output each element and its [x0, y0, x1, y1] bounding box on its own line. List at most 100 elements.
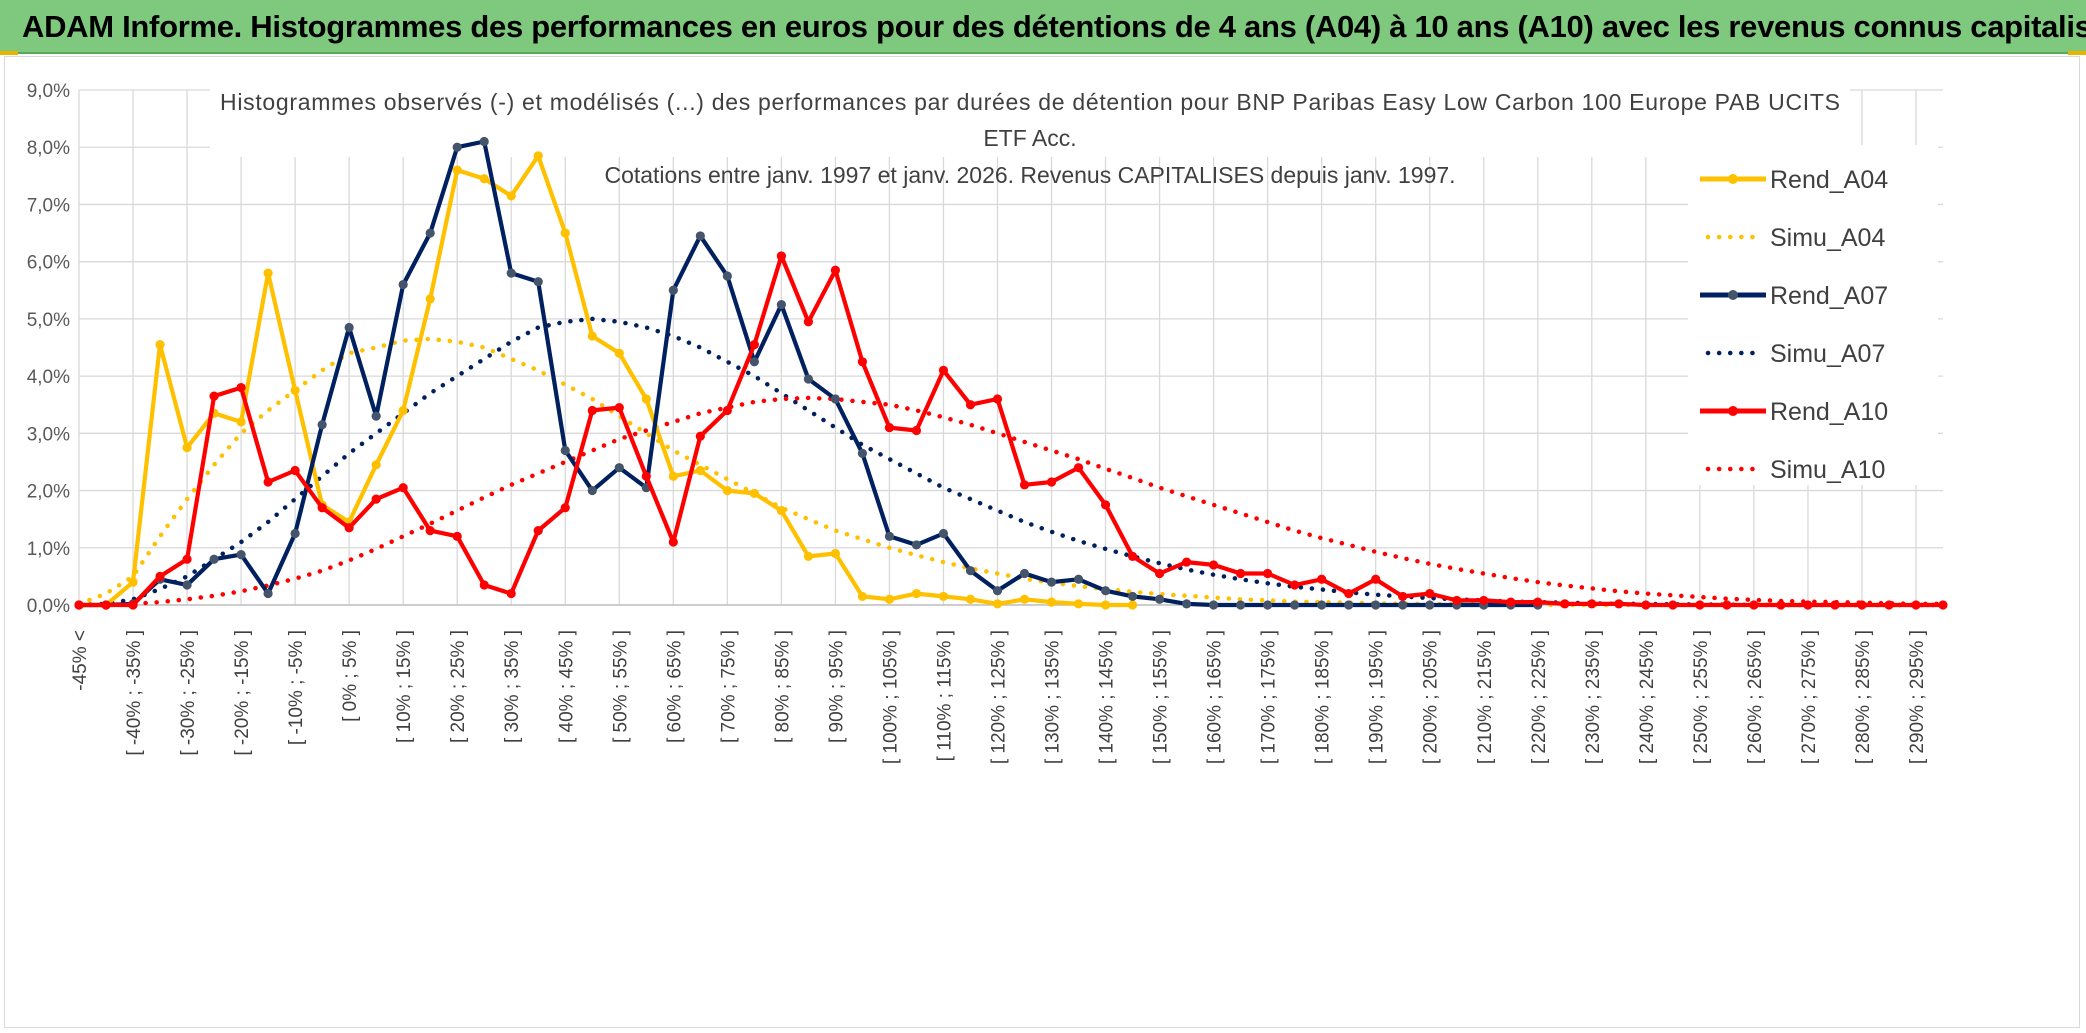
y-tick-label: 2,0% [27, 482, 70, 503]
data-point-rend-a04 [263, 268, 273, 278]
data-point-rend-a10 [1209, 560, 1219, 570]
data-point-rend-a04 [938, 591, 949, 602]
data-point-rend-a07 [587, 485, 597, 496]
series-line-simu-a10 [76, 395, 1946, 608]
x-tick-label: [ 70% ; 75% ] [718, 630, 739, 743]
data-point-rend-a07 [1019, 568, 1030, 579]
x-tick-label: [ -10% ; -5% ] [286, 630, 307, 745]
data-point-rend-a04 [776, 505, 786, 516]
corner-accent-left [0, 51, 18, 55]
x-tick-label: [ 120% ; 125% ] [988, 630, 1009, 764]
data-point-rend-a07 [344, 322, 354, 333]
x-tick-label: [ 170% ; 175% ] [1259, 630, 1280, 764]
x-tick-label: -45% < [70, 630, 91, 691]
data-point-rend-a07 [884, 531, 895, 541]
data-point-rend-a07 [992, 586, 1003, 596]
data-point-rend-a04 [1073, 599, 1084, 609]
x-tick-label: [ 210% ; 215% ] [1475, 630, 1496, 764]
data-point-rend-a07 [425, 228, 435, 238]
data-point-rend-a04 [587, 331, 597, 341]
x-tick-label: [ 250% ; 255% ] [1691, 630, 1712, 764]
data-point-rend-a10 [1181, 557, 1192, 567]
legend-label-simu-a04: Simu_A04 [1770, 224, 1885, 252]
data-point-rend-a04 [992, 599, 1003, 609]
data-point-rend-a07 [722, 271, 732, 281]
data-point-rend-a07 [749, 357, 759, 367]
legend-label-rend-a04: Rend_A04 [1770, 166, 1888, 194]
legend-label-rend-a07: Rend_A07 [1770, 282, 1888, 310]
data-point-rend-a10 [1560, 599, 1570, 609]
data-point-rend-a04 [695, 465, 705, 476]
data-point-rend-a07 [614, 463, 624, 473]
data-point-rend-a10 [830, 265, 841, 275]
data-point-rend-a07 [452, 142, 462, 152]
legend-marker-rend-a10 [1728, 406, 1738, 416]
data-point-rend-a07 [1371, 600, 1381, 610]
data-point-rend-a07 [965, 566, 976, 576]
data-point-rend-a10 [668, 537, 678, 547]
data-point-rend-a07 [263, 588, 273, 599]
data-point-rend-a10 [290, 465, 300, 476]
data-point-rend-a07 [830, 394, 841, 404]
data-point-rend-a07 [1046, 577, 1057, 587]
x-tick-label: [ 0% ; 5% ] [340, 630, 361, 722]
data-point-rend-a10 [155, 571, 165, 581]
data-point-rend-a10 [1749, 600, 1759, 610]
data-point-rend-a10 [803, 317, 813, 327]
data-point-rend-a07 [1425, 600, 1435, 610]
data-point-rend-a07 [1236, 600, 1246, 610]
data-point-rend-a07 [1317, 600, 1327, 610]
x-tick-label: [ 10% ; 15% ] [394, 630, 415, 743]
data-point-rend-a07 [1344, 600, 1354, 610]
data-point-rend-a04 [479, 174, 489, 184]
data-point-rend-a10 [1073, 463, 1084, 473]
data-point-rend-a10 [992, 394, 1003, 404]
chart-title-line: Cotations entre janv. 1997 et janv. 2026… [604, 162, 1455, 188]
data-point-rend-a07 [317, 420, 327, 430]
x-tick-label: [ 110% ; 115% ] [934, 630, 955, 761]
data-point-rend-a07 [1263, 600, 1273, 610]
data-point-rend-a04 [236, 417, 246, 427]
data-point-rend-a10 [1668, 600, 1678, 610]
legend-marker-rend-a07 [1728, 290, 1738, 300]
data-point-rend-a10 [236, 382, 246, 393]
data-point-rend-a10 [182, 554, 192, 564]
data-point-rend-a10 [1236, 568, 1246, 579]
x-tick-label: [ 150% ; 155% ] [1151, 630, 1172, 764]
data-point-rend-a04 [290, 385, 300, 396]
x-tick-label: [ 90% ; 95% ] [826, 630, 847, 743]
chart-title-line: ETF Acc. [983, 125, 1076, 151]
data-point-rend-a10 [1263, 568, 1273, 579]
x-tick-label: [ 50% ; 55% ] [610, 630, 631, 743]
data-point-rend-a04 [641, 394, 651, 404]
x-tick-label: [ 260% ; 265% ] [1745, 630, 1766, 764]
histogram-line-chart: 0,0% 1,0% 2,0% 3,0% 4,0% 5,0% 6,0% 7,0% 8,0% 9,0%… [27, 61, 1948, 764]
data-point-rend-a10 [1317, 574, 1327, 584]
legend-label-rend-a10: Rend_A10 [1770, 398, 1888, 426]
data-point-rend-a07 [209, 554, 219, 564]
data-point-rend-a10 [128, 600, 138, 610]
data-point-rend-a04 [1127, 600, 1138, 610]
data-point-rend-a04 [749, 488, 759, 499]
data-point-rend-a10 [1857, 600, 1867, 610]
data-point-rend-a04 [506, 191, 516, 201]
data-point-rend-a04 [884, 594, 895, 604]
data-point-rend-a10 [641, 471, 651, 481]
data-point-rend-a10 [938, 365, 949, 375]
series-line-rend-a10 [79, 253, 1943, 608]
y-tick-label: 1,0% [27, 539, 70, 560]
data-point-rend-a10 [479, 580, 489, 590]
data-point-rend-a04 [533, 151, 543, 161]
data-point-rend-a10 [1371, 574, 1381, 584]
data-point-rend-a07 [1073, 574, 1084, 584]
data-point-rend-a10 [1776, 600, 1786, 610]
data-point-rend-a10 [560, 503, 570, 513]
data-point-rend-a04 [182, 443, 192, 453]
data-point-rend-a04 [155, 340, 165, 350]
x-tick-label: [ 140% ; 145% ] [1097, 630, 1118, 764]
data-point-rend-a04 [965, 594, 976, 604]
data-point-rend-a10 [1587, 599, 1597, 609]
data-point-rend-a10 [1884, 600, 1894, 610]
data-point-rend-a07 [1127, 591, 1138, 602]
corner-accent-right [2068, 51, 2086, 55]
